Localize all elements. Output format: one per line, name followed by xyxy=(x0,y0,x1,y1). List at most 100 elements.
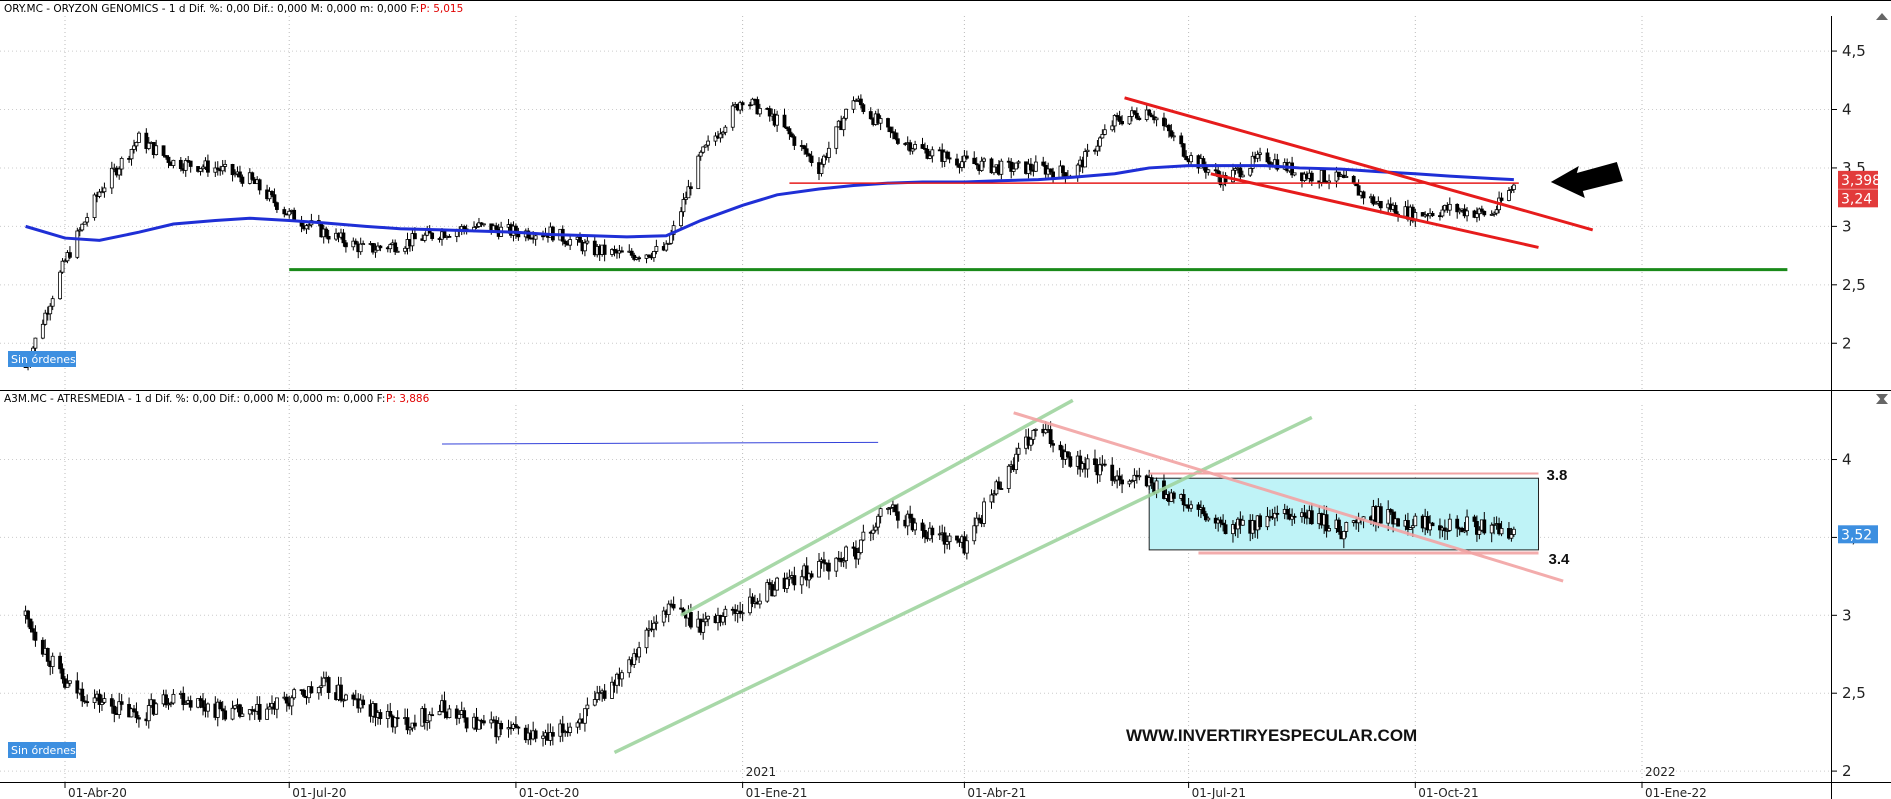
candle-body xyxy=(878,118,883,124)
price-label-box xyxy=(1838,170,1878,189)
top-scroll-up-icon[interactable] xyxy=(1876,13,1888,20)
bottom-scroll-up-icon[interactable] xyxy=(1876,397,1888,404)
candle-body xyxy=(1120,120,1124,125)
candle-body xyxy=(109,167,114,189)
candle-body xyxy=(1029,438,1033,446)
candle-body xyxy=(851,100,856,110)
bottom-orders-badge[interactable] xyxy=(8,742,76,758)
candle-body xyxy=(302,689,306,697)
trendline-resistance-top xyxy=(1124,96,1594,232)
candle-body xyxy=(1465,516,1469,531)
candle-body xyxy=(31,628,35,633)
candle-body xyxy=(992,493,996,496)
candle-body xyxy=(326,235,331,240)
candle-body xyxy=(240,176,245,184)
candle-body xyxy=(201,166,205,170)
candle-body xyxy=(955,535,959,541)
candle-body xyxy=(1324,514,1329,532)
candle-body xyxy=(826,147,831,158)
candle-body xyxy=(134,711,139,719)
candle-body xyxy=(757,600,762,605)
candle-body xyxy=(28,618,33,630)
candle-body xyxy=(1110,464,1115,481)
candle-body xyxy=(442,231,447,238)
candle-body xyxy=(619,672,624,680)
candle-body xyxy=(886,118,890,128)
candle-body xyxy=(393,717,398,728)
year-label: 2021 xyxy=(746,765,777,779)
candle-body xyxy=(1132,474,1137,481)
candle-body xyxy=(412,722,417,727)
candle-body xyxy=(388,711,393,717)
candle-body xyxy=(1430,212,1435,217)
candle-body xyxy=(792,575,797,586)
candle-body xyxy=(33,631,38,641)
candle-body xyxy=(888,506,893,509)
candle-body xyxy=(215,701,220,718)
candle-body xyxy=(220,708,225,712)
candle-body xyxy=(841,117,846,131)
candle-body xyxy=(809,573,814,578)
candle-body xyxy=(718,133,723,139)
candle-body xyxy=(230,707,235,720)
candle-body xyxy=(1130,480,1134,482)
x-tick-label: 01-Ene-22 xyxy=(1645,786,1707,799)
candle-body xyxy=(1048,429,1053,445)
candle-body xyxy=(514,724,518,728)
candle-body xyxy=(1292,515,1297,518)
trendline-channel-bottom xyxy=(1210,172,1539,249)
candle-body xyxy=(265,708,269,720)
candle-body xyxy=(1479,208,1484,212)
candle-body xyxy=(972,157,977,165)
candle-body xyxy=(154,145,159,156)
candle-body xyxy=(50,655,55,667)
candle-body xyxy=(1396,518,1400,527)
candle-body xyxy=(661,610,666,623)
candle-body xyxy=(602,244,607,255)
candle-body xyxy=(856,552,861,560)
candle-body xyxy=(809,155,814,164)
candle-body xyxy=(854,100,858,102)
candle-body xyxy=(272,194,277,204)
candle-body xyxy=(100,701,104,705)
candle-body xyxy=(479,222,484,225)
top-orders-badge[interactable] xyxy=(8,351,76,367)
candle-body xyxy=(955,158,959,166)
candle-body xyxy=(772,589,777,597)
candle-body xyxy=(1406,520,1410,530)
candle-body xyxy=(1410,525,1415,528)
y-tick-label: 3 xyxy=(1842,606,1852,624)
candle-body xyxy=(654,621,659,624)
candle-body xyxy=(1137,117,1142,120)
candle-body xyxy=(947,535,952,543)
candle-body xyxy=(927,155,932,159)
candle-body xyxy=(33,337,38,349)
candle-body xyxy=(1420,212,1425,217)
candle-body xyxy=(1184,504,1189,507)
candle-body xyxy=(721,616,725,623)
x-axis-ticks: 01-Abr-20 01-Jul-20 01-Oct-20 01-Ene-21 01-A… xyxy=(64,765,1707,799)
candle-body xyxy=(610,681,614,699)
candle-body xyxy=(834,557,839,572)
candle-body xyxy=(58,655,62,670)
candle-body xyxy=(60,260,65,273)
candle-body xyxy=(615,673,619,686)
candle-body xyxy=(703,144,708,148)
candle-body xyxy=(112,705,117,714)
candle-body xyxy=(740,102,745,106)
candle-body xyxy=(1275,159,1280,170)
candle-body xyxy=(169,702,173,705)
candle-body xyxy=(1344,522,1349,532)
candle-body xyxy=(1447,518,1452,531)
candle-body xyxy=(1098,137,1102,147)
candle-body xyxy=(218,701,223,710)
range-lower-label: 3.4 xyxy=(1549,551,1571,568)
candle-body xyxy=(1386,509,1391,524)
candle-body xyxy=(947,157,952,160)
candle-body xyxy=(353,240,358,245)
x-tick-label: 01-Jul-20 xyxy=(292,786,346,799)
candle-body xyxy=(85,217,90,223)
candle-body xyxy=(1482,519,1487,534)
